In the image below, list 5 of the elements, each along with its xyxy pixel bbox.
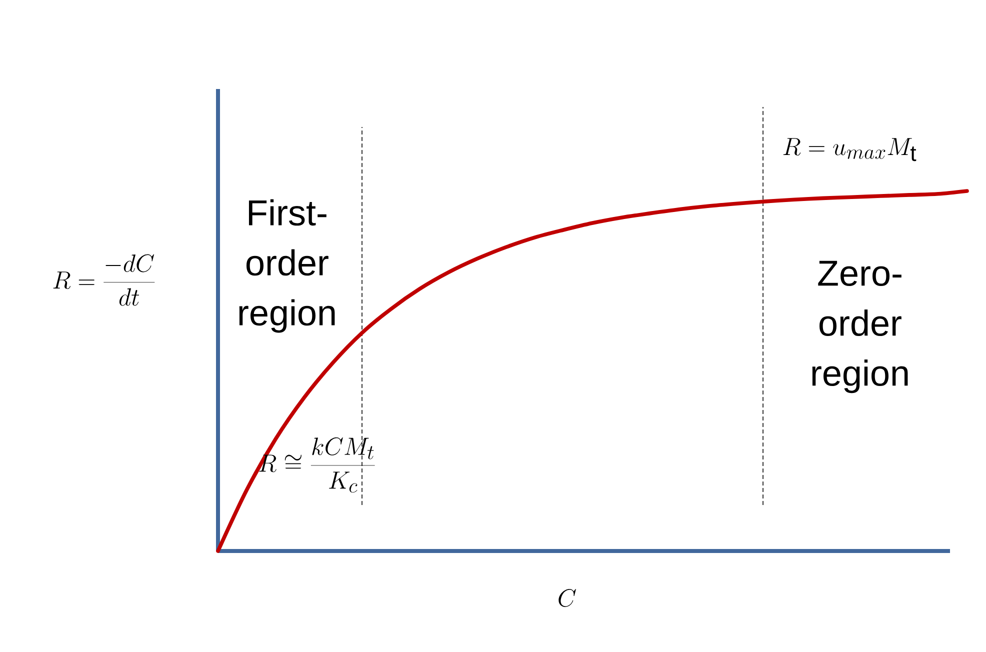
x-axis-title: $C$ [558, 589, 576, 607]
text: $R = u_{max}M_{\mathrm{t}}$ [783, 138, 916, 162]
y-axis-title: $R = \frac{-dC}{dt}$ [53, 254, 155, 306]
annotation: First-order region [239, 199, 335, 333]
annotation: Zero-order region [812, 260, 908, 394]
